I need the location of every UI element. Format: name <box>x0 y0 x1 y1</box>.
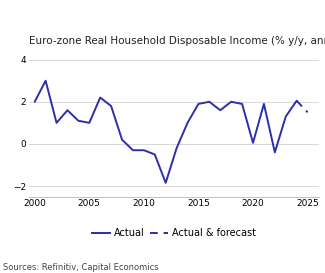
Text: Euro-zone Real Household Disposable Income (% y/y, annual): Euro-zone Real Household Disposable Inco… <box>29 35 325 46</box>
Legend: Actual, Actual & forecast: Actual, Actual & forecast <box>92 228 255 238</box>
Text: Sources: Refinitiv, Capital Economics: Sources: Refinitiv, Capital Economics <box>3 263 159 272</box>
